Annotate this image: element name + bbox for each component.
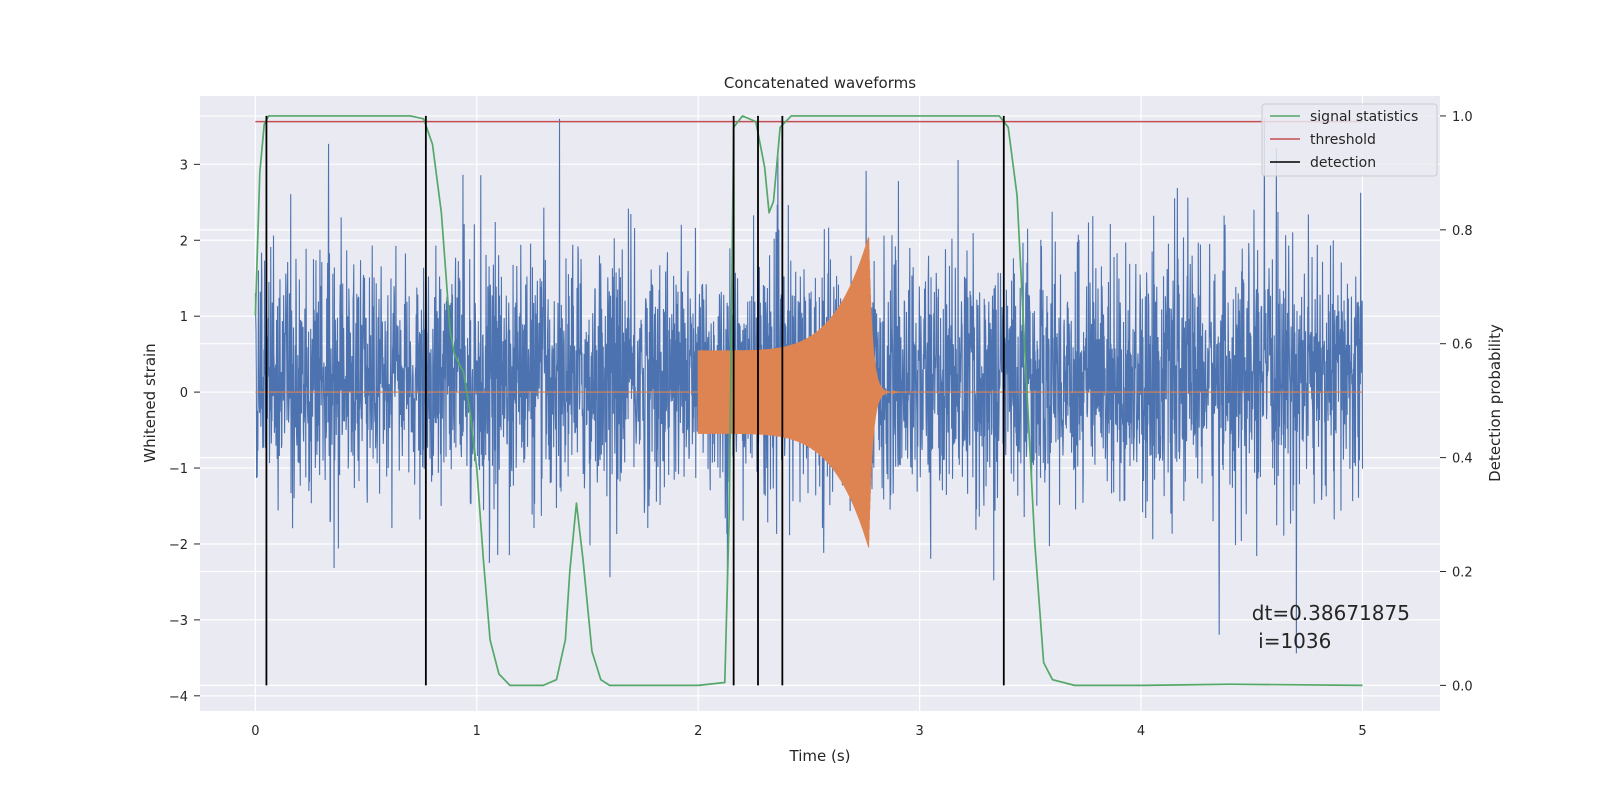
annotation-index: i=1036 (1252, 629, 1332, 653)
y-tick-label: −2 (169, 538, 188, 553)
ticks: 0 1 2 3 4 5 −4 −3 −2 −1 0 1 2 3 0.0 0.2 0.4 0.6 0.8 1.0 (169, 110, 1473, 739)
x-tick-label: 0 (251, 724, 259, 739)
y-axis-label: Whitened strain (141, 343, 159, 462)
y-tick-label: 2 (180, 234, 188, 249)
x-tick-label: 3 (916, 724, 924, 739)
legend-label-detection: detection (1310, 155, 1376, 171)
chart-title: Concatenated waveforms (724, 74, 916, 92)
x-tick-label: 5 (1358, 724, 1366, 739)
y2-axis-label: Detection probability (1486, 324, 1504, 482)
y-tick-label: 3 (180, 158, 188, 173)
signal-statistics-line (254, 115, 1363, 687)
x-axis-label: Time (s) (789, 747, 851, 765)
legend: signal statistics threshold detection (1261, 103, 1438, 177)
y2-tick-label: 0.6 (1452, 338, 1473, 353)
y-tick-label: −3 (169, 614, 188, 629)
legend-label-signal-statistics: signal statistics (1310, 109, 1418, 125)
y2-tick-label: 1.0 (1452, 110, 1473, 125)
y-tick-label: −1 (169, 462, 188, 477)
legend-box (1261, 103, 1438, 177)
grid (200, 96, 1440, 711)
y2-tick-label: 0.4 (1452, 452, 1473, 467)
data-layer (254, 115, 1364, 687)
y-tick-label: 0 (180, 386, 188, 401)
x-tick-label: 4 (1137, 724, 1145, 739)
y-tick-label: 1 (180, 310, 188, 325)
y-tick-label: −4 (169, 690, 188, 705)
x-tick-label: 1 (473, 724, 481, 739)
y2-tick-label: 0.0 (1452, 679, 1473, 694)
x-tick-label: 2 (694, 724, 702, 739)
annotation-dt: dt=0.38671875 (1252, 601, 1410, 625)
legend-label-threshold: threshold (1310, 132, 1376, 148)
y2-tick-label: 0.2 (1452, 565, 1473, 580)
y2-tick-label: 0.8 (1452, 224, 1473, 239)
